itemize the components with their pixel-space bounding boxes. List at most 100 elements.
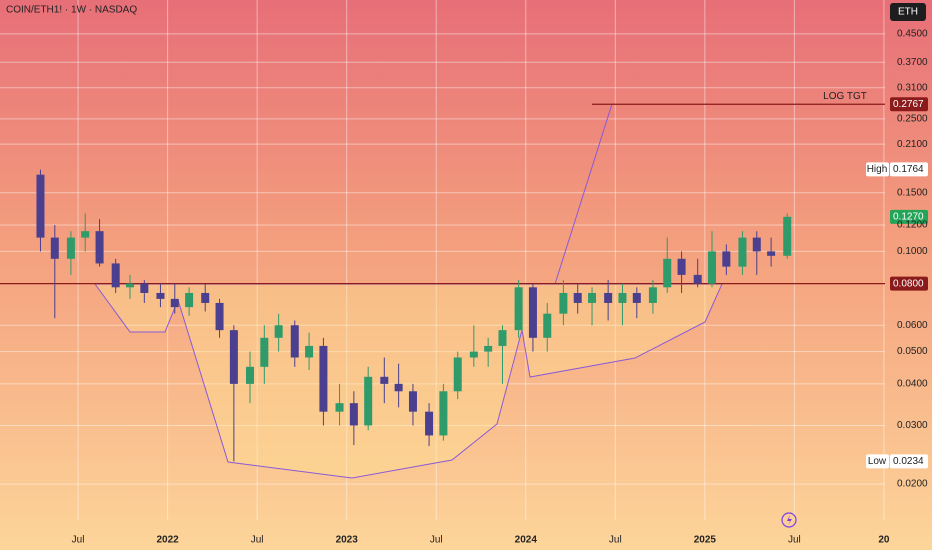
event-icon[interactable]	[781, 512, 797, 528]
candle-body	[229, 330, 238, 384]
candle-body	[319, 345, 328, 412]
x-tick-label: 2023	[336, 535, 359, 546]
candle-body	[185, 292, 194, 308]
candle-body	[156, 292, 165, 299]
candle-body	[693, 274, 702, 284]
level-name-box	[866, 454, 889, 469]
chart-title: COIN/ETH1! · 1W · NASDAQ	[6, 5, 137, 16]
candle-body	[604, 292, 613, 303]
candle-body	[245, 366, 254, 384]
x-tick-label: 2025	[694, 535, 717, 546]
y-tick-label: 0.0600	[897, 320, 928, 331]
y-tick-label: 0.0300	[897, 420, 928, 431]
candle-body	[767, 251, 776, 256]
candle-body	[201, 292, 210, 303]
price-tag-label: 0.1764	[893, 164, 924, 175]
candle-body	[783, 216, 792, 256]
price-tag-label: 0.2767	[893, 99, 924, 110]
projection-line	[554, 103, 613, 285]
y-tick-label: 0.3700	[897, 57, 928, 68]
axis: 0.4500 0.3700 0.3100 0.2500 0.2100 0.1500 0.12…	[72, 29, 928, 546]
y-tick-label: 0.0500	[897, 346, 928, 357]
candle-body	[290, 325, 299, 358]
x-tick-label: 2024	[515, 535, 538, 546]
y-tick-label: 0.2100	[897, 139, 928, 150]
candle-body	[632, 292, 641, 303]
candle-body	[215, 302, 224, 331]
candle-body	[738, 237, 747, 267]
candle-body	[498, 330, 507, 346]
candle-body	[469, 351, 478, 358]
candle-body	[573, 292, 582, 303]
level-name: High	[867, 164, 888, 175]
candle-body	[484, 345, 493, 352]
candle-body	[514, 287, 523, 331]
y-tick-label: 0.1200	[897, 220, 928, 231]
candle-body	[663, 258, 672, 288]
x-tick-label: Jul	[251, 535, 264, 546]
price-tag	[890, 97, 928, 112]
x-tick-label: 20	[878, 535, 890, 546]
cup-handle-pattern	[94, 283, 723, 479]
price-tag-label: 0.0234	[893, 456, 924, 467]
currency-badge[interactable]	[890, 3, 926, 21]
candle-body	[543, 313, 552, 338]
candle-body	[111, 263, 120, 288]
level-name: LOG TGT	[823, 91, 867, 102]
level-name: Low	[868, 456, 887, 467]
candle-body	[380, 376, 389, 384]
candle-body	[394, 383, 403, 392]
candle-body	[50, 237, 59, 259]
y-tick-label: 0.4500	[897, 29, 928, 40]
candle-body	[335, 403, 344, 412]
candle-body	[677, 258, 686, 275]
candle-body	[722, 251, 731, 267]
price-tag-label: 0.1270	[893, 211, 924, 222]
candle-body	[349, 403, 358, 426]
price-tag	[890, 454, 928, 469]
candle-body	[66, 237, 75, 259]
levels: 0.2767 LOG TGT 0.1764 High 0.1270 0.0800 0.023…	[0, 91, 928, 469]
candle-body	[364, 376, 373, 426]
candle-body	[260, 337, 269, 367]
price-tag	[890, 162, 928, 177]
candle-body	[170, 298, 179, 308]
currency-label: ETH	[898, 7, 918, 18]
price-tag	[890, 209, 928, 224]
candles	[36, 169, 792, 462]
candle-body	[408, 391, 417, 412]
candle-body	[648, 287, 657, 303]
candle-body	[559, 292, 568, 314]
candle-body	[439, 391, 448, 436]
y-tick-label: 0.2500	[897, 114, 928, 125]
y-tick-label: 0.1500	[897, 187, 928, 198]
y-tick-label: 0.3100	[897, 82, 928, 93]
x-tick-label: 2022	[156, 535, 179, 546]
level-name-box	[866, 162, 889, 177]
x-tick-label: Jul	[72, 535, 85, 546]
x-tick-label: Jul	[609, 535, 622, 546]
x-tick-label: Jul	[788, 535, 801, 546]
y-tick-label: 0.1000	[897, 246, 928, 257]
candle-body	[425, 411, 434, 436]
x-tick-label: Jul	[430, 535, 443, 546]
y-tick-label: 0.0400	[897, 379, 928, 390]
candle-body	[752, 237, 761, 252]
grid	[0, 0, 885, 520]
price-tag	[890, 276, 928, 291]
candle-body	[305, 345, 314, 358]
price-tag-label: 0.0800	[893, 278, 924, 289]
candle-body	[81, 231, 90, 238]
candle-body	[140, 283, 149, 293]
candle-body	[126, 283, 135, 288]
candle-body	[618, 292, 627, 303]
candle-body	[274, 325, 283, 338]
lightning	[787, 515, 792, 525]
candle-body	[453, 357, 462, 392]
candle-body	[95, 231, 104, 264]
y-tick-label: 0.0200	[897, 479, 928, 490]
candle-body	[36, 174, 45, 238]
